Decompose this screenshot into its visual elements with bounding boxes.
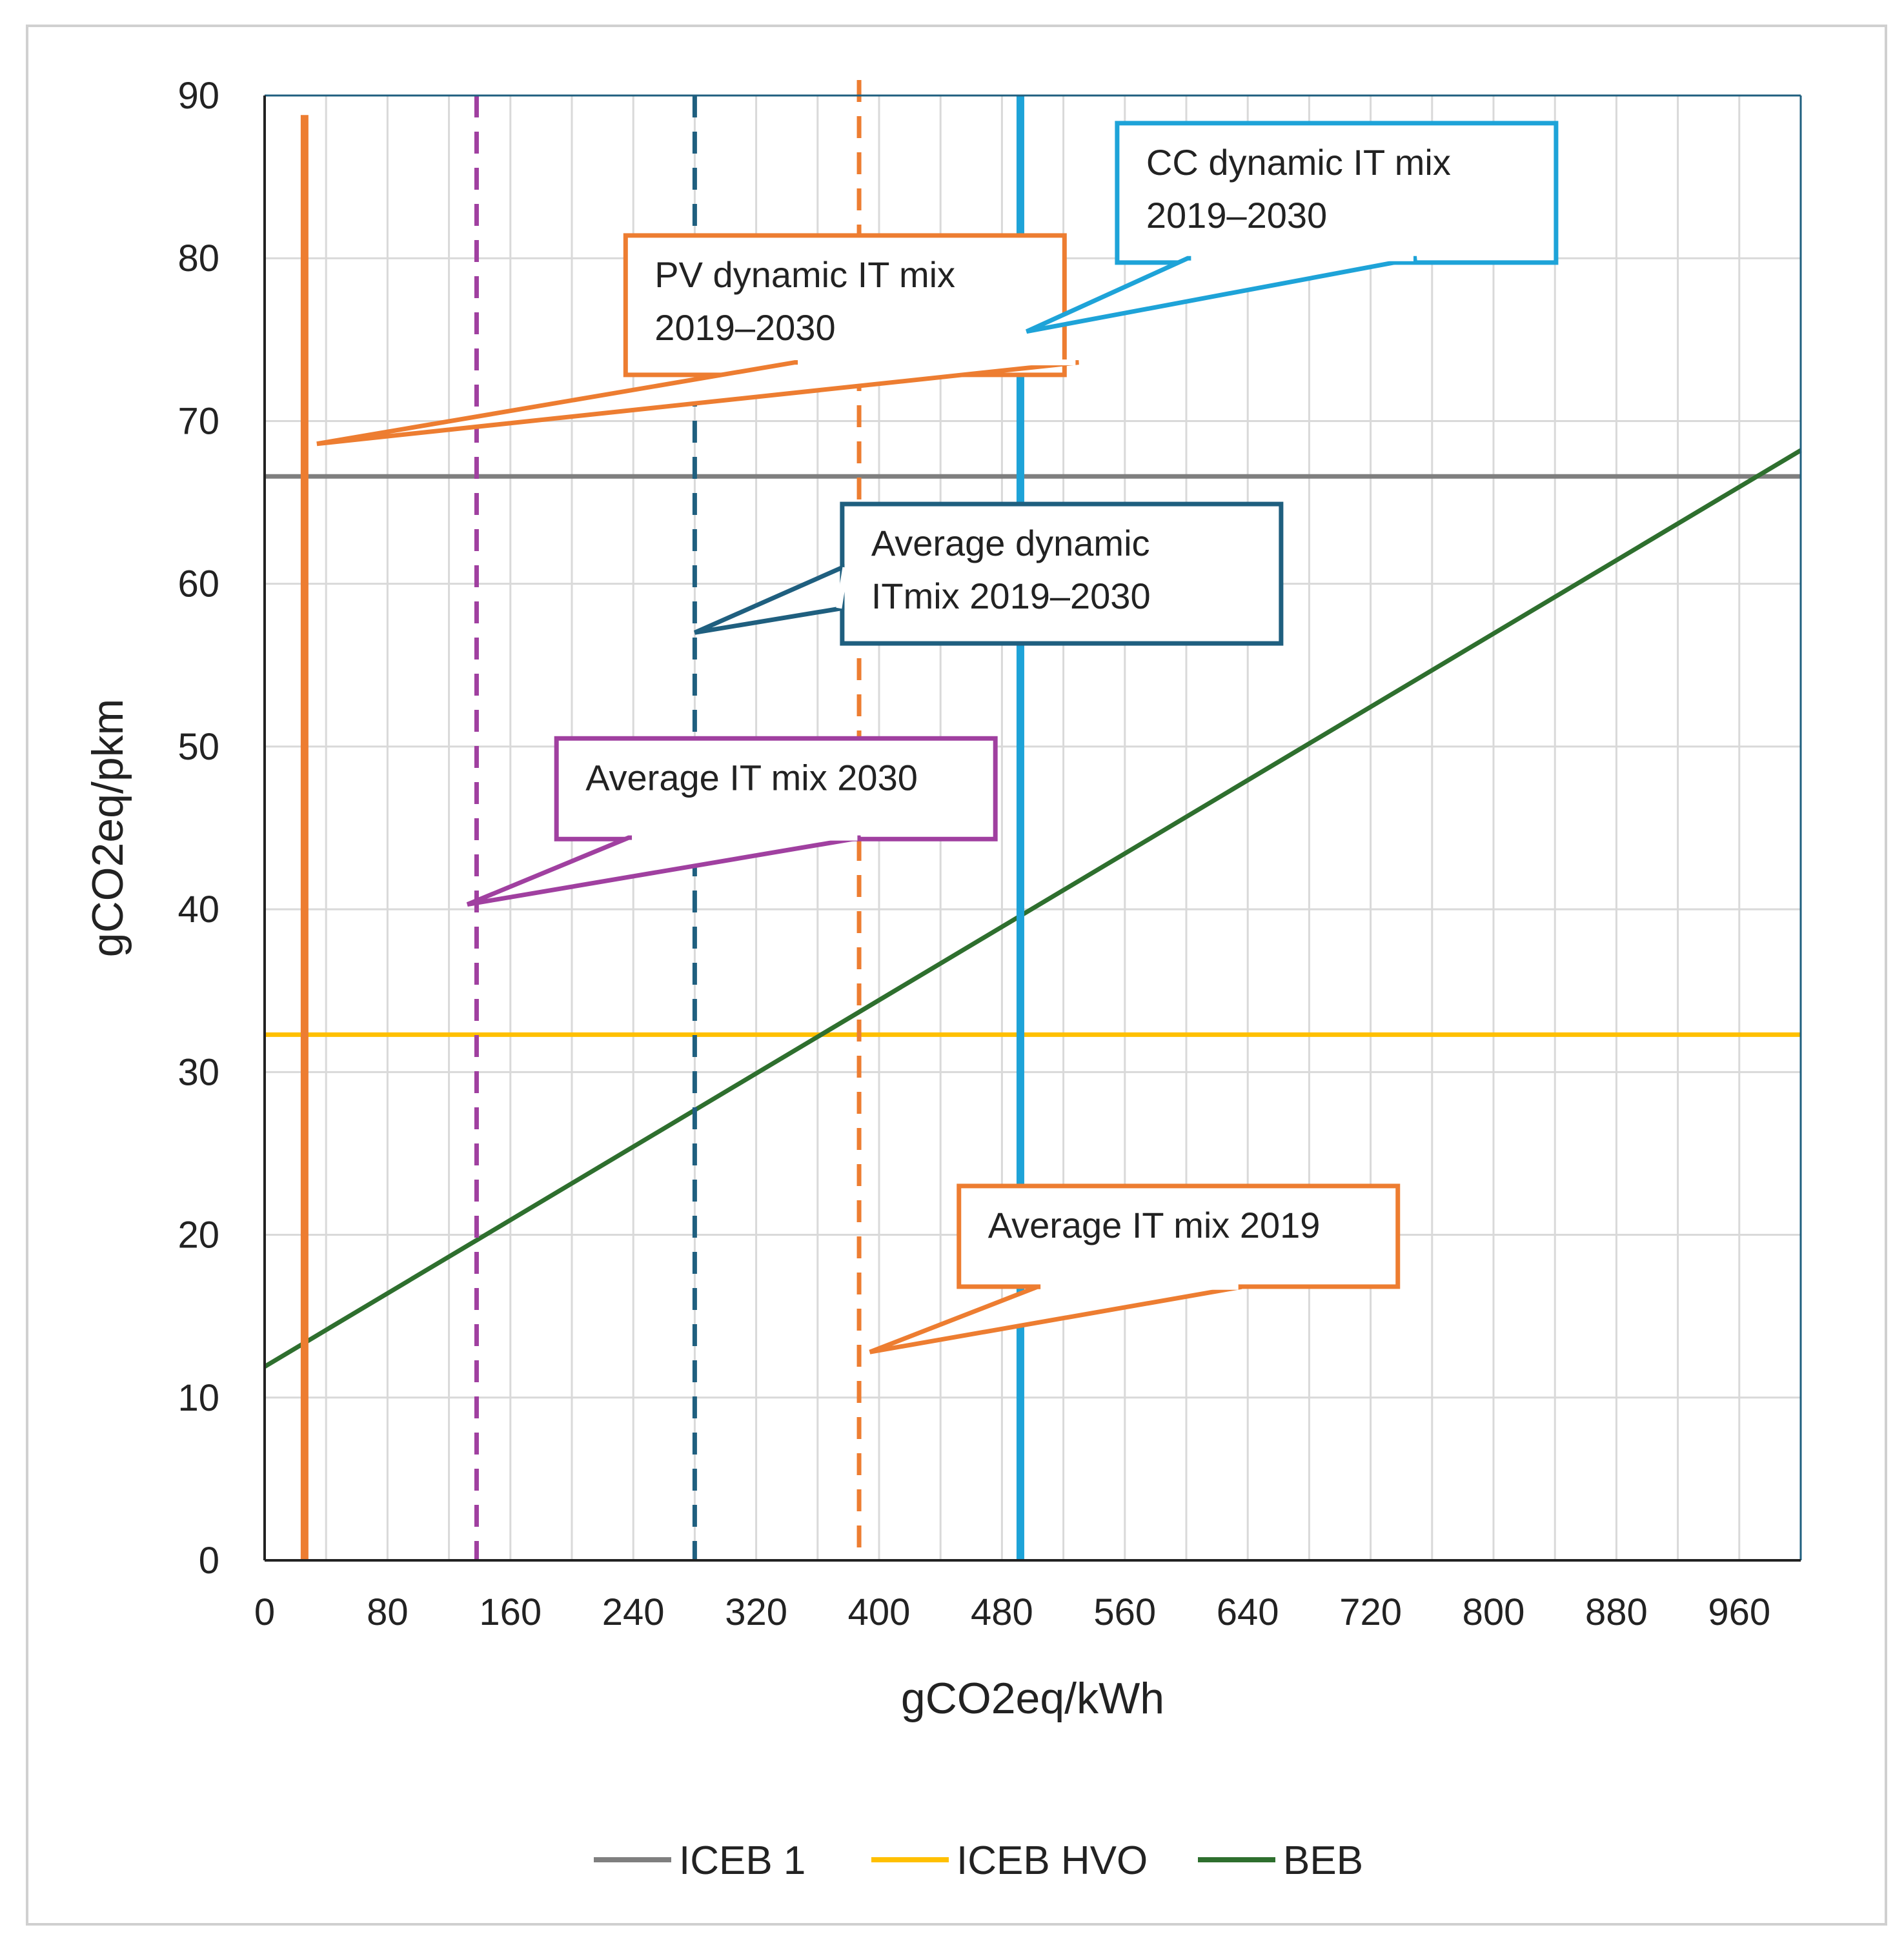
callout-pointer-gap-dyn bbox=[836, 567, 849, 609]
legend-label-beb: BEB bbox=[1283, 1838, 1363, 1883]
callout-box-cc bbox=[1115, 121, 1559, 265]
y-tick-label: 20 bbox=[177, 1214, 219, 1256]
x-tick-label: 560 bbox=[1093, 1591, 1156, 1633]
x-tick-label: 80 bbox=[367, 1591, 409, 1633]
y-tick-label: 60 bbox=[177, 563, 219, 605]
callout-text-it2030: Average IT mix 2030 bbox=[585, 757, 918, 798]
legend-label-iceb-hvo: ICEB HVO bbox=[957, 1838, 1148, 1883]
x-tick-label: 0 bbox=[254, 1591, 275, 1633]
x-tick-label: 720 bbox=[1339, 1591, 1402, 1633]
y-tick-label: 80 bbox=[177, 237, 219, 279]
legend-label-iceb-1: ICEB 1 bbox=[679, 1838, 805, 1883]
y-tick-label: 40 bbox=[177, 889, 219, 931]
x-tick-label: 160 bbox=[479, 1591, 542, 1633]
y-tick-label: 50 bbox=[177, 726, 219, 768]
x-tick-label: 240 bbox=[602, 1591, 665, 1633]
x-tick-label: 640 bbox=[1217, 1591, 1279, 1633]
callout-text-dyn: Average dynamic bbox=[871, 523, 1150, 563]
callout-text-pv: PV dynamic IT mix bbox=[654, 254, 955, 295]
x-tick-label: 880 bbox=[1585, 1591, 1648, 1633]
callout-box-pv bbox=[623, 233, 1067, 378]
legend: ICEB 1 ICEB HVO BEB bbox=[594, 1838, 1363, 1883]
callout-text-dyn: ITmix 2019–2030 bbox=[871, 576, 1151, 616]
x-tick-label: 480 bbox=[971, 1591, 1033, 1633]
y-tick-label: 30 bbox=[177, 1051, 219, 1093]
y-tick-label: 70 bbox=[177, 400, 219, 442]
y-axis-title: gCO2eq/pkm bbox=[83, 699, 132, 958]
x-tick-label: 800 bbox=[1463, 1591, 1525, 1633]
series-line-beb bbox=[263, 448, 1802, 1369]
callout-box-it2019 bbox=[957, 1183, 1401, 1289]
y-tick-label: 10 bbox=[177, 1377, 219, 1419]
callout-text-it2019: Average IT mix 2019 bbox=[988, 1205, 1321, 1245]
x-tick-label: 400 bbox=[848, 1591, 911, 1633]
y-tick-label: 0 bbox=[199, 1540, 219, 1582]
series-group bbox=[263, 448, 1802, 1369]
callout-text-cc: CC dynamic IT mix bbox=[1146, 142, 1451, 183]
callout-text-cc: 2019–2030 bbox=[1146, 195, 1327, 236]
x-axis-title: gCO2eq/kWh bbox=[901, 1674, 1164, 1723]
y-tick-label: 90 bbox=[177, 75, 219, 117]
callout-box-it2030 bbox=[554, 736, 998, 841]
callouts: PV dynamic IT mix 2019–2030 CC dynamic IT … bbox=[316, 121, 1559, 1354]
callout-box-dyn bbox=[840, 501, 1284, 646]
x-tick-label: 320 bbox=[725, 1591, 787, 1633]
x-tick-label: 960 bbox=[1708, 1591, 1770, 1633]
axes: 0 80 160 240 320 400 480 560 640 720 800 880 960 0 10 2… bbox=[177, 75, 1802, 1633]
callout-text-pv: 2019–2030 bbox=[654, 307, 835, 348]
